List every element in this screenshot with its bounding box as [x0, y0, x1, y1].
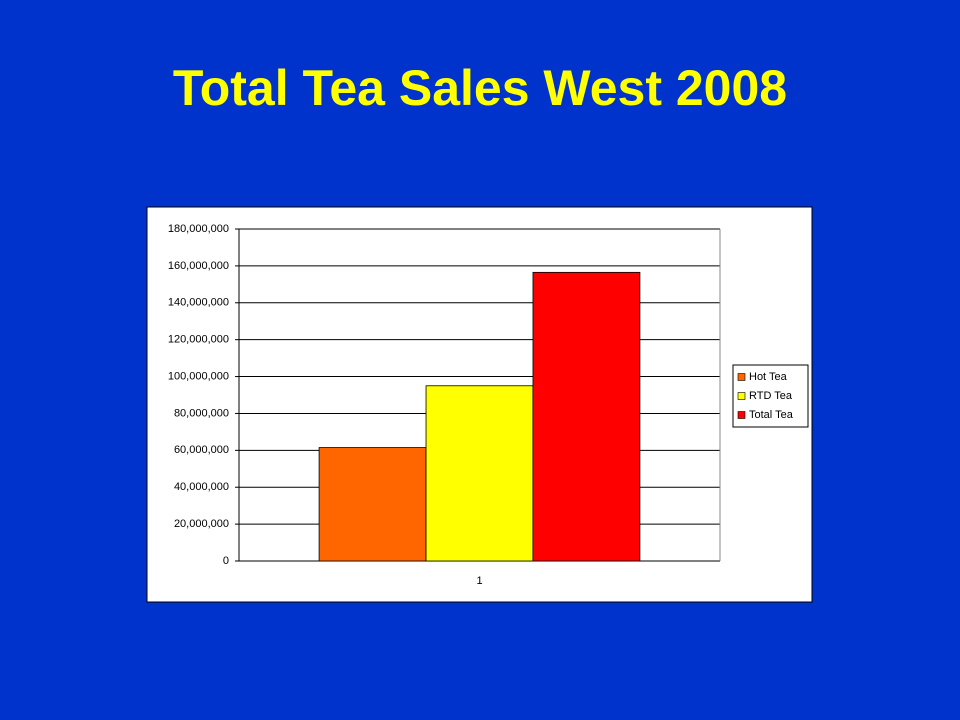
legend-label: RTD Tea — [749, 390, 793, 402]
legend-swatch — [737, 373, 746, 381]
legend-swatch — [737, 392, 746, 400]
y-tick-label: 120,000,000 — [168, 334, 229, 346]
y-tick-label: 40,000,000 — [174, 481, 229, 493]
y-tick-label: 20,000,000 — [174, 518, 229, 530]
legend-label: Total Tea — [749, 409, 794, 421]
legend-swatch — [737, 411, 746, 419]
bar — [318, 447, 427, 562]
y-tick-label: 180,000,000 — [168, 223, 229, 235]
x-tick-label: 1 — [476, 575, 482, 587]
y-tick-label: 140,000,000 — [168, 297, 229, 309]
y-tick-label: 80,000,000 — [174, 407, 229, 419]
bar — [425, 385, 534, 562]
y-tick-label: 100,000,000 — [168, 370, 229, 382]
legend-label: Hot Tea — [749, 371, 788, 383]
legend-box — [732, 364, 809, 428]
chart-title: Total Tea Sales West 2008 — [173, 60, 787, 116]
bar — [532, 271, 641, 562]
y-tick-label: 60,000,000 — [174, 444, 229, 456]
y-tick-label: 0 — [223, 555, 229, 567]
y-tick-label: 160,000,000 — [168, 260, 229, 272]
